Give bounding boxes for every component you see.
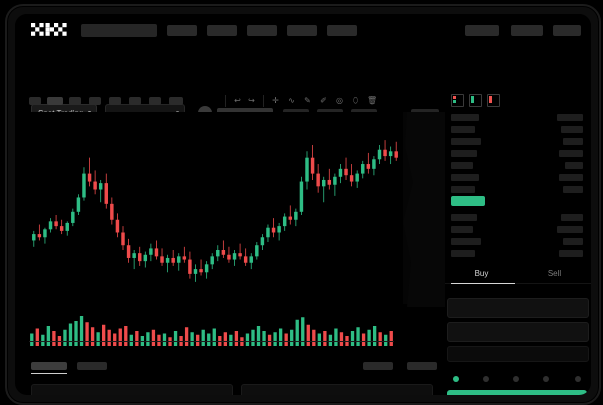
slider-dot-4[interactable] bbox=[543, 376, 549, 382]
order-book-ask-value bbox=[559, 174, 583, 181]
tab-sell[interactable]: Sell bbox=[518, 266, 591, 282]
order-book-bid-value bbox=[561, 214, 583, 221]
slider-dot-3[interactable] bbox=[513, 376, 519, 382]
nav-item-2[interactable] bbox=[207, 25, 237, 36]
nav-item-1[interactable] bbox=[167, 25, 197, 36]
order-book-ask-value bbox=[557, 114, 583, 121]
tab-divider bbox=[445, 283, 591, 284]
order-book-ask-value bbox=[563, 138, 583, 145]
order-book-ask-row[interactable] bbox=[451, 186, 475, 193]
redo-icon[interactable]: ↪ bbox=[248, 96, 255, 105]
volume-chart bbox=[29, 312, 394, 348]
toolbar-divider-2 bbox=[263, 95, 264, 107]
nav-right-item-1[interactable] bbox=[465, 25, 499, 36]
nav-search-box[interactable] bbox=[81, 24, 157, 37]
market-sub-bar: Spot Trading ▾ ▾ bbox=[15, 56, 591, 123]
chart-shadow-shape bbox=[403, 112, 445, 307]
amount-slider[interactable] bbox=[447, 374, 587, 384]
order-book-ask-row[interactable] bbox=[451, 114, 479, 121]
order-book-ask-row[interactable] bbox=[451, 138, 481, 145]
orderbook-both-icon[interactable] bbox=[451, 94, 464, 107]
timeframe-chip-6[interactable] bbox=[129, 97, 141, 105]
timeframe-chip-7[interactable] bbox=[149, 97, 161, 105]
bottom-tab-order-history[interactable] bbox=[77, 362, 107, 370]
bottom-tab-right-1[interactable] bbox=[363, 362, 393, 370]
slider-dot-5[interactable] bbox=[575, 376, 581, 382]
crosshair-icon[interactable]: ✛ bbox=[272, 96, 279, 105]
timeframe-chip-3[interactable] bbox=[69, 97, 81, 105]
order-form-tabs: Buy Sell bbox=[445, 266, 591, 288]
order-book-bid-row[interactable] bbox=[451, 226, 473, 233]
candlestick-chart-svg bbox=[32, 140, 398, 282]
submit-buy-button[interactable] bbox=[447, 390, 587, 395]
nav-item-5[interactable] bbox=[327, 25, 357, 36]
nav-right-item-2[interactable] bbox=[511, 25, 543, 36]
order-book-ask-value bbox=[561, 126, 583, 133]
orderbook-buy-icon[interactable] bbox=[469, 94, 482, 107]
bottom-panel-left bbox=[31, 384, 233, 395]
timeframe-chip-5[interactable] bbox=[109, 97, 121, 105]
orderbook-sell-icon[interactable] bbox=[487, 94, 500, 107]
order-price-field[interactable] bbox=[447, 298, 589, 318]
bottom-tab-open-orders[interactable] bbox=[31, 362, 67, 374]
nav-right-item-3[interactable] bbox=[553, 25, 581, 36]
order-book-ask-row[interactable] bbox=[451, 126, 475, 133]
okx-logo-icon[interactable] bbox=[31, 23, 71, 36]
trading-app: Spot Trading ▾ ▾ ↩ bbox=[15, 14, 591, 395]
timeframe-chip-4[interactable] bbox=[89, 97, 101, 105]
order-total-field[interactable] bbox=[447, 346, 589, 362]
order-book-mid-price bbox=[451, 196, 485, 206]
trash-icon[interactable]: 🗑 bbox=[367, 96, 378, 105]
order-book-ask-row[interactable] bbox=[451, 174, 479, 181]
chart-toolbar: ↩ ↪ ✛ ∿ ✎ ✐ ◎ ⬯ 🗑 bbox=[29, 94, 389, 108]
toolbar-divider bbox=[225, 95, 226, 107]
order-book-ask-value bbox=[563, 186, 583, 193]
top-navigation-bar bbox=[15, 14, 591, 44]
tablet-device-frame: Spot Trading ▾ ▾ ↩ bbox=[5, 4, 601, 405]
trendline-icon[interactable]: ∿ bbox=[288, 96, 295, 105]
tab-active-underline bbox=[451, 283, 515, 284]
candlestick-chart[interactable] bbox=[29, 112, 441, 304]
order-book-ask-row[interactable] bbox=[451, 150, 477, 157]
tab-sell-label: Sell bbox=[547, 269, 562, 278]
slider-dot-1[interactable] bbox=[453, 376, 459, 382]
volume-chart-svg bbox=[30, 316, 393, 346]
tab-buy[interactable]: Buy bbox=[445, 266, 518, 282]
tab-buy-label: Buy bbox=[474, 269, 489, 278]
bottom-panel-right bbox=[241, 384, 433, 395]
order-book-bid-row[interactable] bbox=[451, 238, 481, 245]
volume-baseline bbox=[29, 341, 394, 342]
order-book-bid-row[interactable] bbox=[451, 214, 477, 221]
nav-item-3[interactable] bbox=[247, 25, 277, 36]
order-book-bid-value bbox=[557, 226, 583, 233]
slider-dot-2[interactable] bbox=[483, 376, 489, 382]
order-book-bid-value bbox=[559, 250, 583, 257]
order-amount-field[interactable] bbox=[447, 322, 589, 342]
order-book-ask-value bbox=[565, 162, 583, 169]
timeframe-chip-2-active[interactable] bbox=[47, 97, 63, 105]
magnet-icon[interactable]: ✐ bbox=[320, 96, 327, 105]
order-book-view-toggles bbox=[451, 94, 500, 107]
undo-icon[interactable]: ↩ bbox=[234, 96, 241, 105]
pencil-icon[interactable]: ✎ bbox=[304, 96, 311, 105]
order-book-ask-value bbox=[559, 150, 583, 157]
eye-icon[interactable]: ◎ bbox=[336, 96, 343, 105]
timeframe-chip-8[interactable] bbox=[169, 97, 183, 105]
nav-item-4[interactable] bbox=[287, 25, 317, 36]
bottom-tab-right-2[interactable] bbox=[407, 362, 437, 370]
timeframe-chip-1[interactable] bbox=[29, 97, 41, 105]
order-book-ask-row[interactable] bbox=[451, 162, 473, 169]
order-book-bid-value bbox=[563, 238, 583, 245]
order-book-bid-row[interactable] bbox=[451, 250, 475, 257]
lock-icon[interactable]: ⬯ bbox=[352, 96, 359, 105]
